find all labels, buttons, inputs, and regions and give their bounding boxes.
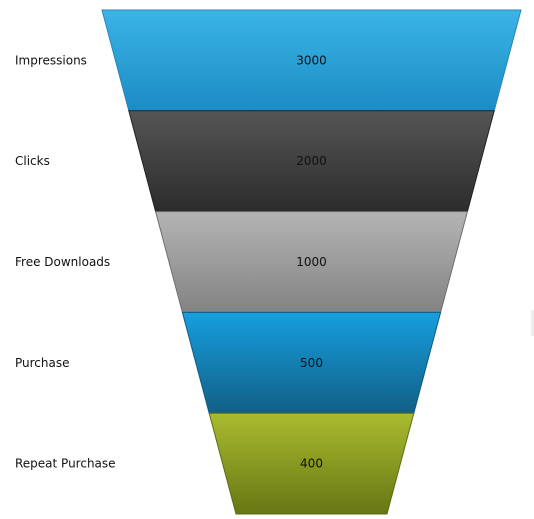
funnel-value-labels: 3000 2000 1000 500 400 — [296, 53, 327, 470]
value-label-free-downloads: 1000 — [296, 255, 327, 269]
category-label-purchase: Purchase — [15, 356, 70, 370]
value-label-repeat-purchase: 400 — [300, 457, 323, 471]
funnel-category-labels: Impressions Clicks Free Downloads Purchase R… — [15, 53, 116, 470]
funnel-segments — [101, 9, 522, 515]
value-label-purchase: 500 — [300, 356, 323, 370]
scroll-edge-mark — [531, 310, 534, 336]
category-label-clicks: Clicks — [15, 154, 50, 168]
value-label-impressions: 3000 — [296, 53, 327, 67]
funnel-segment-repeat-purchase — [208, 412, 415, 515]
category-label-impressions: Impressions — [15, 53, 87, 67]
value-label-clicks: 2000 — [296, 154, 327, 168]
category-label-repeat-purchase: Repeat Purchase — [15, 457, 116, 471]
category-label-free-downloads: Free Downloads — [15, 255, 110, 269]
